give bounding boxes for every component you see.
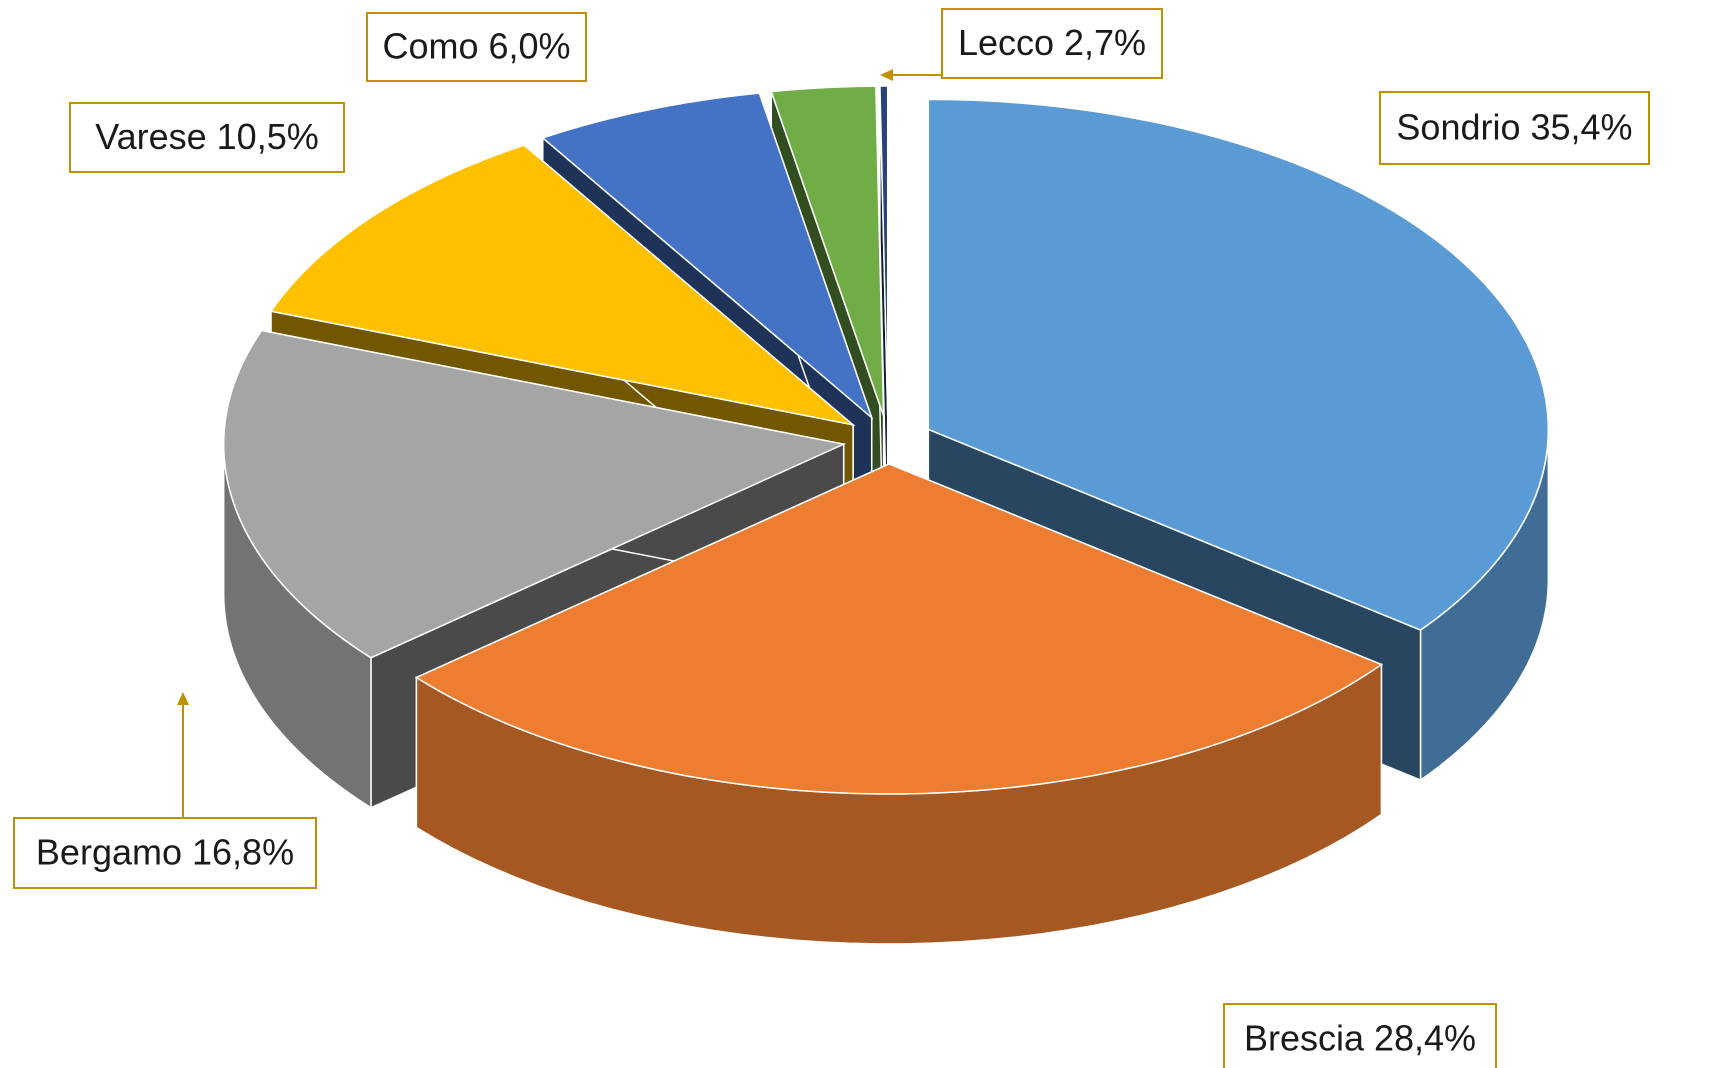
label-box — [941, 8, 1163, 79]
data-label: Lecco 2,7% — [958, 22, 1146, 63]
slice — [414, 462, 1383, 945]
data-label: Brescia 28,4% — [1244, 1018, 1476, 1059]
data-label: Varese 10,5% — [95, 116, 318, 157]
label-box — [13, 817, 317, 889]
label-box — [366, 12, 587, 82]
slice-top — [414, 463, 1383, 795]
slice-top — [222, 329, 847, 659]
slice-top — [269, 144, 856, 427]
slice-top — [541, 92, 874, 421]
leader-arrow — [177, 692, 189, 705]
slice — [879, 85, 889, 567]
data-label: Sondrio 35,4% — [1396, 107, 1632, 148]
label-box — [1223, 1003, 1497, 1068]
slice-top — [879, 85, 889, 417]
data-label: Como 6,0% — [382, 26, 570, 67]
label-box — [69, 102, 345, 173]
label-box — [1379, 91, 1650, 165]
slice-top — [927, 98, 1550, 631]
leader-arrow — [880, 69, 893, 81]
data-label: Bergamo 16,8% — [36, 832, 294, 873]
slice-top — [770, 85, 885, 417]
